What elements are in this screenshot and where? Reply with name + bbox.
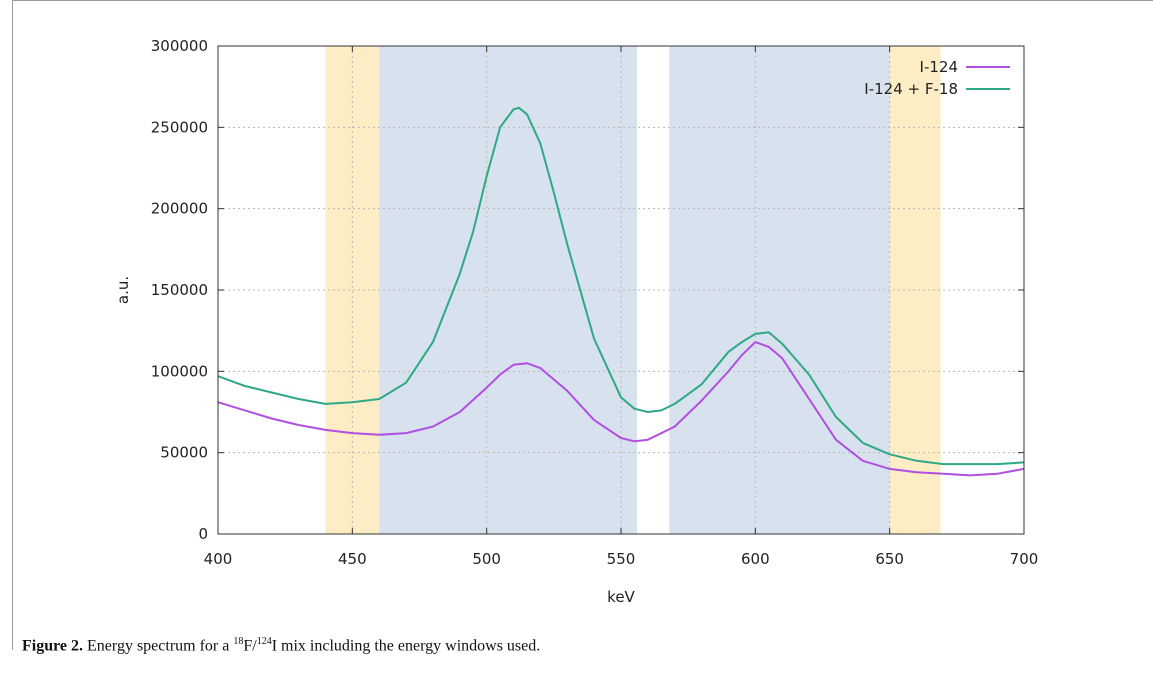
y-tick-label-150000: 150000 bbox=[151, 281, 208, 299]
x-tick-label-600: 600 bbox=[741, 550, 770, 568]
grid-lines bbox=[218, 46, 1024, 534]
caption-text-before: Energy spectrum for a bbox=[83, 637, 234, 655]
x-tick-label-500: 500 bbox=[472, 550, 501, 568]
energy-spectrum-chart: 400 450 500 550 600 650 700 0 50000 100000 150000… bbox=[114, 37, 1039, 606]
y-tick-label-300000: 300000 bbox=[151, 37, 208, 55]
caption-f: F/ bbox=[243, 637, 257, 655]
legend-label-1: I-124 + F-18 bbox=[864, 80, 958, 98]
y-tick-label-250000: 250000 bbox=[151, 118, 208, 136]
y-tick-labels: 0 50000 100000 150000 200000 250000 300000 bbox=[151, 37, 208, 543]
axes bbox=[217, 45, 1025, 535]
x-tick-label-450: 450 bbox=[338, 550, 367, 568]
x-tick-label-400: 400 bbox=[204, 550, 233, 568]
series-line-0 bbox=[217, 341, 1025, 477]
series-lines bbox=[217, 106, 1025, 477]
x-axis-title: keV bbox=[607, 588, 635, 606]
figure-label: Figure 2. bbox=[22, 637, 84, 655]
figure-frame bbox=[12, 0, 1153, 650]
legend-label-0: I-124 bbox=[920, 58, 958, 76]
x-tick-label-700: 700 bbox=[1010, 550, 1039, 568]
series-line-1 bbox=[217, 106, 1025, 466]
caption-text-after: I mix including the energy windows used. bbox=[271, 637, 541, 655]
y-axis-title: a.u. bbox=[114, 276, 132, 304]
y-tick-label-50000: 50000 bbox=[160, 444, 208, 462]
y-tick-label-200000: 200000 bbox=[151, 200, 208, 218]
legend: I-124 I-124 + F-18 bbox=[864, 58, 1010, 98]
caption-sup-i: 124 bbox=[256, 636, 272, 647]
figure-caption: Figure 2. Energy spectrum for a 18F/124I… bbox=[22, 636, 1142, 655]
x-tick-labels: 400 450 500 550 600 650 700 bbox=[204, 550, 1039, 568]
x-tick-label-550: 550 bbox=[607, 550, 636, 568]
y-tick-label-0: 0 bbox=[198, 525, 208, 543]
x-tick-label-650: 650 bbox=[875, 550, 904, 568]
y-tick-label-100000: 100000 bbox=[151, 362, 208, 380]
caption-sup-f: 18 bbox=[233, 636, 244, 647]
